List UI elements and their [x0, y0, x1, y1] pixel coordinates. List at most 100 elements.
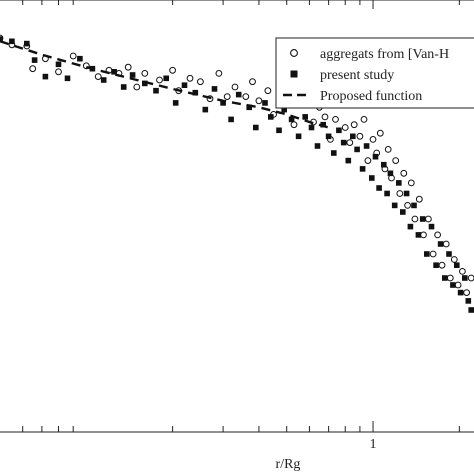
data-point-filled-square [424, 251, 430, 257]
x-ticks: 1 [22, 0, 460, 452]
data-point-open-circle [459, 268, 466, 275]
data-point-filled-square [268, 114, 274, 120]
data-point-open-circle [197, 78, 204, 86]
data-point-filled-square [42, 73, 49, 80]
data-point-open-circle [124, 63, 132, 71]
data-point-filled-square [120, 84, 127, 90]
data-point-filled-square [450, 282, 456, 288]
legend: aggregats from [Van-H present study Propos… [275, 37, 474, 109]
data-point-open-circle [407, 179, 415, 187]
data-point-open-circle [231, 83, 239, 91]
data-point-filled-square [181, 82, 188, 88]
data-point-open-circle [133, 83, 141, 91]
data-point-filled-square [295, 133, 302, 140]
legend-entry-label: Proposed function [320, 89, 422, 104]
legend-entry-label: aggregats from [Van-H [320, 47, 449, 62]
data-point-open-circle [463, 289, 471, 297]
data-point-filled-square [411, 202, 417, 209]
data-point-open-circle [223, 93, 231, 100]
x-tick-label: 1 [370, 437, 377, 452]
data-point-filled-square [192, 89, 199, 96]
data-point-filled-square [228, 116, 234, 123]
data-point-open-circle [392, 157, 400, 165]
data-point-open-circle [415, 195, 423, 203]
data-point-open-circle [255, 97, 263, 105]
data-point-open-circle [454, 281, 462, 289]
data-point-filled-square [288, 116, 295, 123]
data-point-open-circle [169, 66, 177, 74]
data-point-filled-square [129, 72, 136, 78]
data-point-open-circle [29, 65, 37, 73]
data-point-open-circle [215, 70, 223, 77]
data-point-open-circle [369, 136, 377, 143]
proposed-function-line [0, 40, 329, 129]
data-point-filled-square [369, 175, 375, 181]
data-point-open-circle [420, 231, 427, 239]
data-point-filled-square [325, 133, 332, 140]
data-point-open-circle [429, 250, 437, 258]
data-point-open-circle [446, 274, 454, 282]
legend-box [275, 37, 474, 109]
data-point-filled-square [276, 127, 282, 134]
data-point-open-circle [242, 93, 250, 100]
data-point-filled-square [407, 223, 414, 230]
data-point-filled-square [211, 86, 218, 92]
data-point-filled-square [387, 170, 394, 177]
data-point-open-circle [141, 70, 149, 77]
data-point-filled-square [400, 209, 406, 215]
data-point-open-circle [442, 240, 450, 248]
data-point-open-circle [341, 124, 349, 131]
data-point-filled-square [384, 190, 390, 197]
data-point-filled-square [302, 114, 308, 120]
data-point-open-circle [434, 231, 442, 239]
data-point-filled-square [350, 133, 356, 140]
data-point-filled-square [462, 275, 468, 281]
data-point-open-circle [438, 261, 446, 269]
data-point-filled-square [31, 57, 38, 63]
data-point-open-circle [364, 157, 372, 165]
data-point-filled-square [246, 104, 252, 111]
data-point-filled-square [419, 216, 426, 222]
data-point-open-circle [360, 116, 368, 123]
data-point-filled-square [336, 127, 342, 134]
data-point-filled-square [142, 80, 148, 87]
data-point-filled-square [381, 161, 387, 168]
data-point-filled-square [465, 298, 472, 304]
x-axis-label: r/Rg [276, 457, 301, 472]
data-point-filled-square [372, 153, 379, 160]
legend-entry-label: present study [320, 68, 394, 83]
data-point-filled-square [153, 87, 159, 94]
legend-open-circle-icon [290, 49, 298, 57]
data-point-filled-square [9, 38, 15, 45]
data-point-filled-square [262, 100, 268, 106]
data-point-filled-square [253, 124, 259, 131]
data-point-filled-square [396, 180, 402, 186]
data-point-open-circle [290, 121, 298, 129]
legend-filled-square-icon [290, 70, 298, 78]
data-point-filled-square [415, 232, 422, 238]
data-point-filled-square [308, 124, 315, 131]
data-point-filled-square [111, 69, 117, 75]
data-point-open-circle [396, 190, 404, 197]
data-point-filled-square [281, 106, 287, 113]
data-point-filled-square [320, 121, 326, 128]
data-point-open-circle [264, 87, 272, 95]
data-point-filled-square [363, 143, 370, 149]
plot-frame [0, 0, 474, 433]
data-point-open-circle [450, 256, 458, 263]
data-point-filled-square [457, 289, 464, 296]
data-point-filled-square [446, 251, 452, 257]
data-point-open-circle [356, 132, 364, 140]
data-point-open-circle [400, 169, 408, 177]
data-point-filled-square [354, 146, 360, 153]
data-point-filled-square [468, 307, 474, 313]
data-point-filled-square [433, 262, 439, 268]
series-dashed-line [0, 40, 329, 129]
data-point-open-circle [425, 215, 432, 223]
data-point-filled-square [454, 262, 460, 268]
data-point-filled-square [340, 139, 347, 146]
series-filled-square [0, 36, 474, 313]
data-point-filled-square [331, 150, 337, 156]
data-point-filled-square [77, 55, 83, 62]
